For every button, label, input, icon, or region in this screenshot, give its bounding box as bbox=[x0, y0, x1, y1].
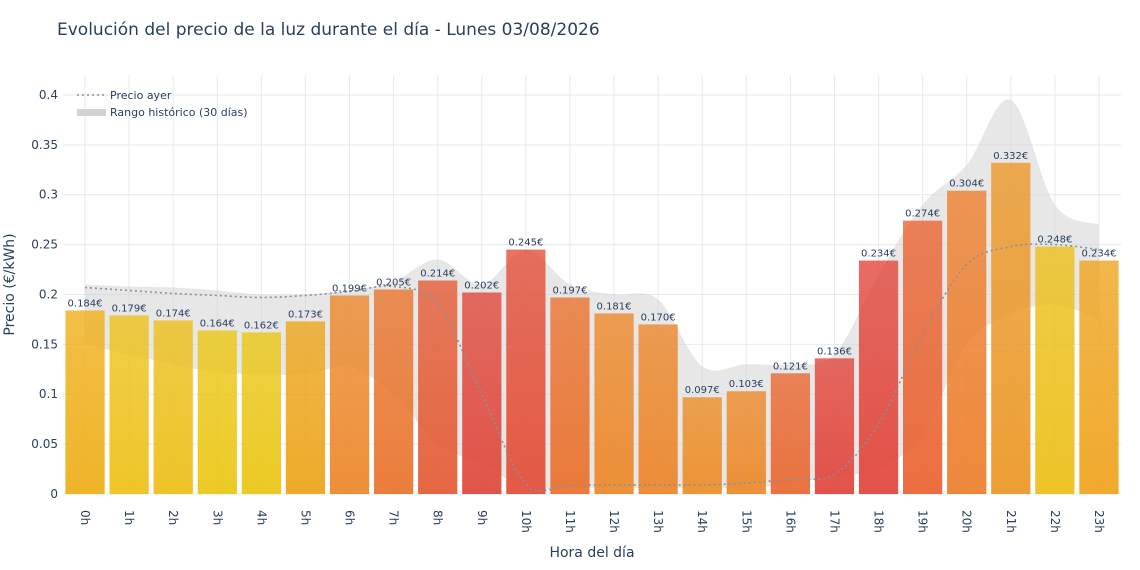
x-tick-label: 10h bbox=[519, 510, 533, 533]
x-tick-label: 23h bbox=[1092, 510, 1106, 533]
x-tick-label: 20h bbox=[960, 510, 974, 533]
data-label: 0.197€ bbox=[552, 285, 587, 296]
legend-label-yesterday: Precio ayer bbox=[110, 89, 172, 102]
x-tick-label: 19h bbox=[916, 510, 930, 533]
data-label: 0.121€ bbox=[773, 361, 808, 372]
bars bbox=[65, 162, 1119, 495]
x-tick-label: 13h bbox=[651, 510, 665, 533]
yesterday-price-line bbox=[84, 243, 1100, 492]
bar-5h[interactable] bbox=[285, 321, 326, 494]
data-label: 0.304€ bbox=[949, 179, 984, 190]
x-tick-label: 22h bbox=[1048, 510, 1062, 533]
x-tick-label: 1h bbox=[122, 510, 136, 525]
bar-21h[interactable] bbox=[991, 162, 1031, 495]
data-label: 0.214€ bbox=[420, 269, 455, 280]
bar-12h[interactable] bbox=[594, 313, 634, 494]
legend[interactable]: Precio ayer Rango histórico (30 días) bbox=[77, 89, 248, 119]
data-label: 0.179€ bbox=[112, 303, 147, 314]
band-swatch-icon bbox=[77, 109, 106, 116]
bar-1h[interactable] bbox=[109, 315, 149, 494]
data-label: 0.097€ bbox=[685, 385, 720, 396]
bar-17h[interactable] bbox=[814, 358, 855, 494]
y-tick-label: 0.25 bbox=[31, 238, 58, 252]
data-label: 0.199€ bbox=[332, 283, 367, 294]
bar-3h[interactable] bbox=[197, 330, 237, 494]
y-axis-label: Precio (€/kWh) bbox=[2, 233, 18, 335]
x-tick-label: 9h bbox=[475, 510, 489, 525]
data-label: 0.274€ bbox=[905, 209, 940, 220]
yesterday-line-path bbox=[84, 243, 1100, 492]
x-tick-label: 5h bbox=[298, 510, 312, 525]
y-axis-ticks: 0 0.05 0.1 0.15 0.2 0.25 0.3 0.35 0.4 bbox=[31, 88, 58, 501]
y-tick-label: 0.4 bbox=[39, 88, 58, 102]
bar-9h[interactable] bbox=[462, 292, 502, 494]
y-tick-label: 0.05 bbox=[31, 437, 58, 451]
data-label: 0.248€ bbox=[1037, 235, 1072, 246]
data-label: 0.103€ bbox=[729, 379, 764, 390]
data-label: 0.234€ bbox=[861, 249, 896, 260]
bar-4h[interactable] bbox=[241, 332, 281, 494]
y-tick-label: 0.15 bbox=[31, 337, 58, 351]
bar-23h[interactable] bbox=[1079, 260, 1119, 494]
bar-19h[interactable] bbox=[903, 220, 943, 494]
bar-14h[interactable] bbox=[682, 397, 722, 494]
x-tick-label: 8h bbox=[431, 510, 445, 525]
bar-7h[interactable] bbox=[374, 289, 414, 494]
data-label: 0.136€ bbox=[817, 346, 852, 357]
bar-16h[interactable] bbox=[770, 373, 810, 494]
bar-15h[interactable] bbox=[726, 391, 766, 494]
historic-range-band bbox=[85, 99, 1099, 490]
y-tick-label: 0.3 bbox=[39, 188, 58, 202]
data-label: 0.164€ bbox=[200, 318, 235, 329]
data-labels: 0.184€ 0.179€ 0.174€ 0.164€ 0.162€ 0.173€ 0.19… bbox=[68, 151, 1117, 396]
x-tick-label: 2h bbox=[166, 510, 180, 525]
bar-2h[interactable] bbox=[153, 320, 193, 494]
bar-10h[interactable] bbox=[506, 249, 546, 494]
bar-0h[interactable] bbox=[65, 310, 105, 494]
data-label: 0.181€ bbox=[597, 301, 632, 312]
data-label: 0.184€ bbox=[68, 298, 103, 309]
x-tick-label: 6h bbox=[343, 510, 357, 525]
y-tick-label: 0.2 bbox=[39, 287, 58, 301]
x-tick-label: 18h bbox=[872, 510, 886, 533]
legend-label-range: Rango histórico (30 días) bbox=[110, 106, 248, 119]
x-axis-ticks: 0h 1h 2h 3h 4h 5h 6h 7h 8h 9h 10h 11h 12h 13h 14h 15h 16… bbox=[78, 510, 1106, 533]
y-tick-label: 0 bbox=[50, 487, 58, 501]
x-tick-label: 14h bbox=[695, 510, 709, 533]
y-tick-label: 0.35 bbox=[31, 138, 58, 152]
bar-22h[interactable] bbox=[1035, 246, 1075, 494]
x-tick-label: 21h bbox=[1004, 510, 1018, 533]
x-tick-label: 3h bbox=[210, 510, 224, 525]
x-tick-label: 16h bbox=[783, 510, 797, 533]
x-tick-label: 7h bbox=[387, 510, 401, 525]
data-label: 0.162€ bbox=[244, 320, 279, 331]
bar-18h[interactable] bbox=[858, 260, 899, 494]
x-tick-label: 11h bbox=[563, 510, 577, 533]
data-label: 0.245€ bbox=[508, 238, 543, 249]
bar-20h[interactable] bbox=[947, 190, 987, 494]
x-tick-label: 4h bbox=[254, 510, 268, 525]
chart-title: Evolución del precio de la luz durante e… bbox=[57, 20, 600, 40]
x-tick-label: 15h bbox=[739, 510, 753, 533]
x-tick-label: 0h bbox=[78, 510, 92, 525]
historic-range-area bbox=[85, 99, 1099, 490]
data-label: 0.205€ bbox=[376, 277, 411, 288]
legend-item-yesterday[interactable]: Precio ayer bbox=[77, 89, 172, 102]
x-axis-label: Hora del día bbox=[549, 545, 634, 561]
data-label: 0.174€ bbox=[156, 308, 191, 319]
legend-item-range[interactable]: Rango histórico (30 días) bbox=[77, 106, 248, 119]
bar-11h[interactable] bbox=[550, 297, 590, 494]
data-label: 0.234€ bbox=[1081, 249, 1116, 260]
bar-13h[interactable] bbox=[638, 324, 678, 494]
bar-6h[interactable] bbox=[329, 295, 370, 494]
data-label: 0.332€ bbox=[993, 151, 1028, 162]
data-label: 0.170€ bbox=[641, 312, 676, 323]
x-tick-label: 12h bbox=[607, 510, 621, 533]
data-label: 0.202€ bbox=[464, 280, 499, 291]
x-tick-label: 17h bbox=[827, 510, 841, 533]
bar-8h[interactable] bbox=[418, 280, 458, 494]
y-tick-label: 0.1 bbox=[39, 387, 58, 401]
data-label: 0.173€ bbox=[288, 309, 323, 320]
